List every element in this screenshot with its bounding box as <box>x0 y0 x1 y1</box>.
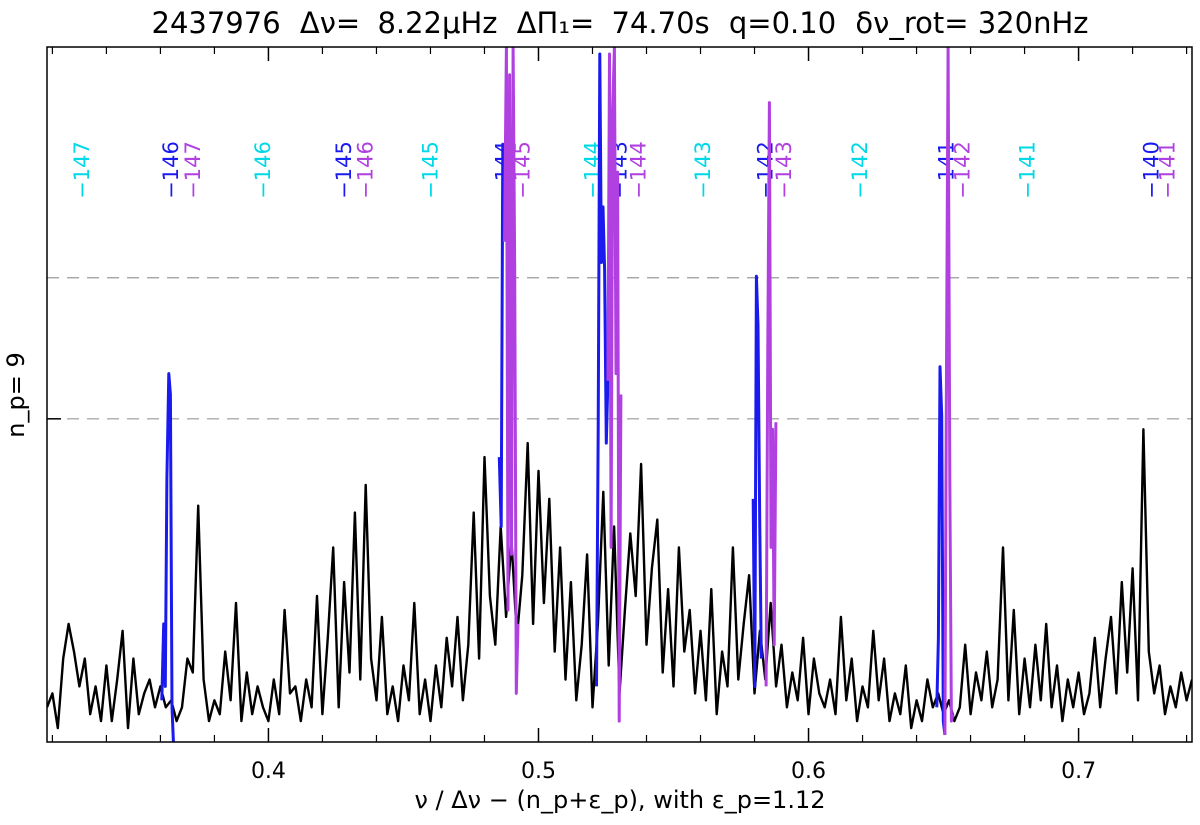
title-dnu-label: Δν= <box>300 6 360 40</box>
mode-label-6: −145 <box>418 141 442 199</box>
x-tick-label-1: 0.5 <box>521 759 556 784</box>
y-axis-label: n_p= 9 <box>2 352 30 437</box>
series-m_plus-1 <box>606 47 623 723</box>
series-m_minus-0 <box>160 372 175 742</box>
mode-label-13: −142 <box>753 141 777 199</box>
mode-label-17: −142 <box>950 141 974 199</box>
mode-label-4: −145 <box>332 141 356 199</box>
x-tick-label-0: 0.4 <box>251 759 286 784</box>
mode-label-19: −140 <box>1139 141 1163 199</box>
title-q: q=0.10 <box>729 6 836 40</box>
title-rot-value: 320nHz <box>978 6 1089 40</box>
x-axis-label: ν / Δν − (n_p+ε_p), with ε_p=1.12 <box>415 786 826 814</box>
series-m_minus-3 <box>751 274 763 688</box>
mode-label-18: −141 <box>1015 141 1039 199</box>
series-m_plus-3 <box>943 47 955 736</box>
mode-label-15: −142 <box>848 141 872 199</box>
threshold-lines <box>47 277 1192 420</box>
x-tick-label-3: 0.7 <box>1061 759 1096 784</box>
title-kic: 2437976 <box>152 6 281 40</box>
mode-labels: −147 −146−147 −146 −145−146 −145 −144−145 −144… <box>70 141 1180 199</box>
mode-label-3: −146 <box>251 141 275 199</box>
title-dnu-value: 8.22μHz <box>377 6 497 40</box>
mode-label-14: −143 <box>772 141 796 199</box>
mode-label-5: −146 <box>354 141 378 199</box>
x-tick-label-2: 0.6 <box>791 759 826 784</box>
plot-frame <box>46 46 1193 743</box>
title-dpi-label: ΔΠ₁= <box>517 6 595 40</box>
title-dpi-value: 74.70s <box>612 6 710 40</box>
mode-label-0: −147 <box>70 141 94 199</box>
mode-label-11: −144 <box>626 141 650 199</box>
mode-label-12: −143 <box>691 141 715 199</box>
series-m_minus-2 <box>595 52 610 687</box>
mode-label-2: −147 <box>181 141 205 199</box>
series-m_plus-2 <box>764 101 778 687</box>
series-m_plus-0 <box>503 47 520 695</box>
x-axis: 0.4 0.5 0.6 0.7 <box>47 47 1188 784</box>
chart-title: 2437976 Δν= 8.22μHz ΔΠ₁= 74.70s q=0.10 δ… <box>152 6 1089 40</box>
spectrum-lines <box>47 47 1192 742</box>
mode-label-1: −146 <box>159 141 183 199</box>
mode-label-20: −141 <box>1156 141 1180 199</box>
title-rot-label: δν_rot= <box>855 6 968 40</box>
